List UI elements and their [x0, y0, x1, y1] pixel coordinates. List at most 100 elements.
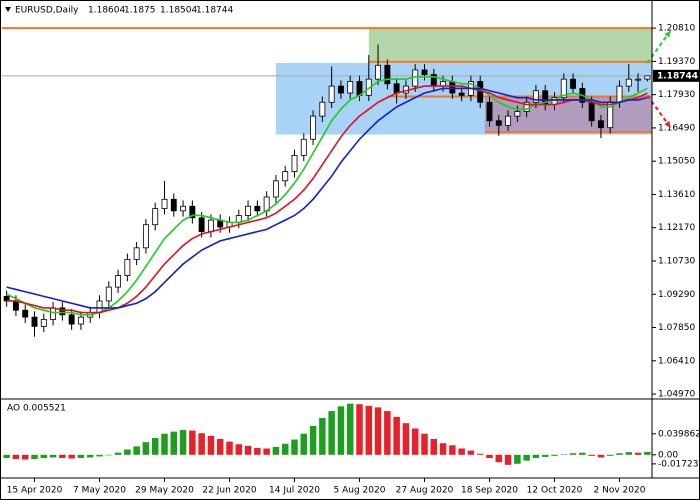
ao-bar: [207, 435, 215, 455]
ao-bar: [579, 452, 586, 455]
ao-title: AO 0.005521: [7, 404, 66, 414]
ao-bar: [114, 452, 122, 455]
ao-bar: [597, 454, 605, 458]
ao-bar: [77, 454, 85, 458]
candle-body: [523, 101, 530, 112]
ao-bar: [151, 437, 159, 455]
candle-body: [328, 85, 335, 103]
candle-body: [560, 78, 567, 99]
chart-title: EURUSD,Daily: [15, 6, 79, 16]
y-tick-label: 1.09290: [658, 290, 695, 300]
ao-bar: [346, 403, 354, 455]
ao-bar: [560, 454, 568, 455]
arrow-head: [664, 30, 671, 38]
ao-bar: [328, 411, 335, 455]
ao-bar: [189, 430, 196, 455]
ao-bar: [170, 431, 178, 455]
candle-body: [77, 316, 84, 325]
y-tick-label: -0.017231: [658, 459, 700, 469]
candle-body: [50, 307, 57, 320]
ao-bar: [263, 448, 270, 455]
candle-body: [625, 78, 632, 87]
ao-bar: [606, 454, 614, 456]
ao-bar: [439, 443, 447, 455]
close-label: 1.18744: [196, 6, 233, 16]
candle-body: [152, 208, 159, 226]
candle-body: [616, 85, 623, 103]
ao-bar: [244, 445, 252, 455]
ao-bar: [523, 454, 530, 461]
ao-bar: [105, 454, 113, 456]
y-tick-label: 1.04970: [658, 390, 695, 400]
ao-bar: [421, 433, 428, 455]
ao-bar: [124, 449, 131, 455]
ao-bar: [272, 446, 280, 455]
low-label: 1.18504: [160, 6, 197, 16]
moving-average: [6, 76, 648, 316]
ao-bar: [133, 446, 140, 455]
candle-body: [570, 78, 577, 89]
candle-body: [59, 307, 66, 316]
ao-bar: [588, 454, 595, 456]
candle-body: [170, 198, 177, 212]
x-tick-label: 7 May 2020: [73, 486, 126, 496]
ao-bar: [532, 454, 540, 458]
candle-body: [198, 217, 205, 233]
x-tick-label: 2 Nov 2020: [594, 486, 646, 496]
ao-bar: [291, 439, 298, 455]
x-tick-label: 15 Apr 2020: [7, 486, 63, 496]
moving-average: [6, 85, 648, 314]
ao-bar: [541, 454, 549, 457]
price-tag: [653, 69, 699, 82]
ao-bar: [281, 443, 289, 455]
y-tick-label: 1.06410: [658, 356, 695, 366]
y-tick-label: 1.12170: [658, 223, 695, 233]
x-tick-label: 12 Oct 2020: [527, 486, 583, 496]
ao-bar: [458, 448, 465, 455]
ao-bar: [12, 454, 20, 460]
x-tick-label: 14 Jul 2020: [269, 486, 320, 496]
ao-bar: [319, 417, 326, 455]
candle-body: [180, 205, 187, 212]
x-tick-label: 27 Aug 2020: [396, 486, 454, 496]
candle-body: [291, 155, 298, 172]
candle-body: [40, 319, 47, 327]
candle-body: [505, 115, 512, 126]
ao-bar: [514, 454, 521, 464]
x-tick-label: 29 May 2020: [135, 486, 194, 496]
candle-body: [300, 138, 307, 156]
ao-bar: [309, 425, 317, 455]
y-tick-label: 1.19370: [658, 57, 695, 67]
header-icon: [5, 7, 11, 12]
candle-body: [282, 171, 289, 182]
ao-bar: [625, 452, 633, 455]
x-tick-label: 5 Aug 2020: [334, 486, 386, 496]
ao-bar: [179, 430, 187, 455]
candle-body: [319, 101, 326, 117]
ao-bar: [356, 404, 363, 455]
ao-bar: [467, 450, 475, 455]
candle-body: [375, 64, 382, 80]
ao-bar: [142, 442, 150, 455]
candle-body: [133, 247, 140, 260]
candle-body: [124, 258, 131, 276]
ao-bar: [411, 428, 419, 455]
candle-body: [644, 75, 651, 80]
ao-bar: [449, 445, 456, 455]
ao-bar: [198, 433, 205, 455]
ao-bar: [337, 406, 345, 455]
y-tick-label: 0.00: [658, 450, 678, 460]
ao-bar: [86, 454, 94, 458]
price-tag-label: 1.18744: [657, 71, 698, 81]
candle-body: [272, 180, 279, 198]
ao-bar: [216, 439, 224, 455]
ao-bar: [569, 453, 577, 455]
ao-bar: [374, 407, 382, 455]
candle-body: [449, 81, 456, 94]
zone: [368, 28, 652, 62]
ao-bar: [634, 452, 642, 455]
candle-body: [31, 316, 38, 327]
candle-body: [207, 219, 214, 233]
candle-body: [12, 300, 19, 311]
